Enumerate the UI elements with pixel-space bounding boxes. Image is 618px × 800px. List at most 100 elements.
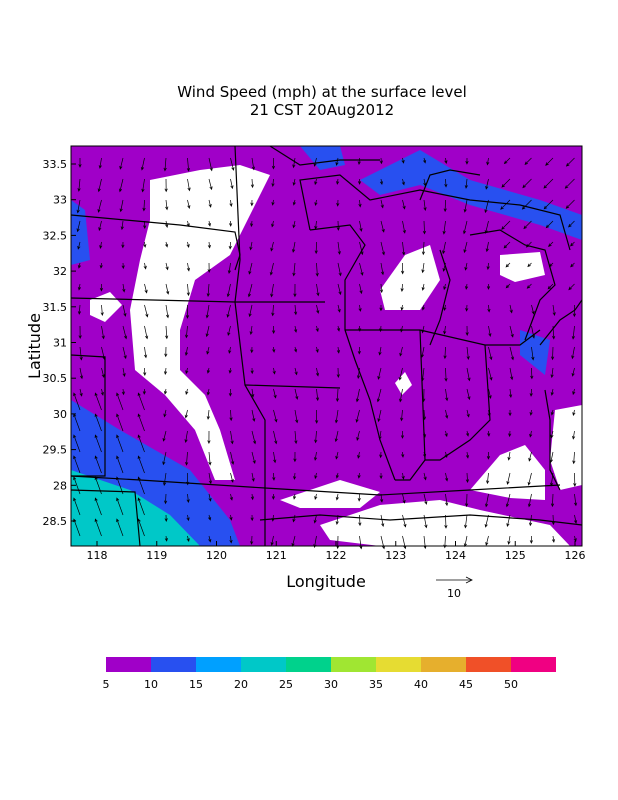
wind-arrow xyxy=(359,220,363,232)
wind-arrow xyxy=(186,262,191,272)
colorbar-label: 35 xyxy=(369,678,383,691)
wind-arrow xyxy=(230,178,234,190)
wind-arrow xyxy=(484,514,489,528)
wind-arrow xyxy=(336,220,340,231)
x-tick-label: 123 xyxy=(385,549,406,562)
wind-arrow xyxy=(527,472,532,486)
wind-arrow xyxy=(205,325,210,338)
wind-arrow xyxy=(272,472,276,481)
wind-arrow xyxy=(292,220,296,229)
wind-arrow xyxy=(78,158,82,168)
wind-arrow xyxy=(186,157,191,172)
wind-arrow xyxy=(207,262,211,273)
wind-arrow xyxy=(94,476,102,495)
wind-arrow xyxy=(316,283,320,297)
wind-arrow xyxy=(503,241,511,249)
wind-arrow xyxy=(357,472,361,479)
wind-arrow xyxy=(116,392,124,411)
wind-arrow xyxy=(140,157,145,171)
wind-arrow xyxy=(313,451,318,461)
wind-arrow xyxy=(465,472,470,484)
wind-arrow xyxy=(101,325,105,340)
wind-arrow xyxy=(423,514,428,529)
reference-vector: 10 xyxy=(436,576,473,600)
wind-arrow xyxy=(399,346,403,357)
wind-arrow xyxy=(423,472,427,481)
wind-arrow xyxy=(250,535,254,545)
wind-arrow xyxy=(485,535,489,546)
wind-arrow xyxy=(271,325,276,334)
wind-arrow xyxy=(250,199,254,207)
wind-arrow xyxy=(571,367,575,377)
wind-arrow xyxy=(137,455,145,474)
wind-arrow xyxy=(380,199,384,209)
wind-arrow xyxy=(358,325,362,332)
wind-arrow xyxy=(463,241,468,254)
wind-arrow xyxy=(379,325,383,333)
wind-arrow xyxy=(251,157,256,171)
wind-arrow xyxy=(486,451,491,460)
wind-arrow xyxy=(501,178,511,188)
wind-arrow xyxy=(79,367,84,380)
wind-arrow xyxy=(229,409,233,422)
colorbar-swatch xyxy=(331,657,376,672)
wind-arrow xyxy=(294,409,299,424)
wind-arrow xyxy=(379,178,384,186)
wind-arrow xyxy=(206,388,210,396)
wind-arrow xyxy=(77,304,82,315)
wind-arrow xyxy=(401,472,405,480)
wind-arrow xyxy=(94,434,102,453)
wind-arrow xyxy=(186,535,190,542)
wind-arrow xyxy=(315,262,319,277)
wind-arrow xyxy=(162,472,167,487)
colorbar-swatch xyxy=(376,657,421,672)
wind-arrow xyxy=(94,518,102,537)
wind-arrow xyxy=(164,493,168,505)
wind-arrow xyxy=(420,346,425,358)
y-tick-label: 30.5 xyxy=(43,372,68,385)
colorbar-swatch xyxy=(241,657,286,672)
wind-arrow xyxy=(525,241,532,248)
wind-arrow xyxy=(208,178,213,191)
wind-arrow xyxy=(564,178,575,189)
wind-arrow xyxy=(229,535,233,544)
wind-arrow xyxy=(379,157,383,165)
wind-arrow xyxy=(184,430,188,444)
wind-arrow xyxy=(357,178,362,185)
wind-arrow xyxy=(545,220,554,229)
wind-arrow xyxy=(552,304,556,317)
plot-frame xyxy=(70,145,583,547)
wind-arrow xyxy=(334,409,339,424)
wind-arrow xyxy=(465,451,470,459)
wind-arrow xyxy=(314,430,318,444)
wind-arrow xyxy=(552,325,556,340)
wind-arrow xyxy=(423,493,428,505)
wind-arrow xyxy=(442,241,446,255)
wind-arrow xyxy=(378,346,382,356)
wind-arrow xyxy=(294,304,298,316)
wind-arrow xyxy=(251,409,256,422)
y-tick-label: 33 xyxy=(53,194,67,207)
wind-arrow xyxy=(336,325,341,332)
wind-arrow xyxy=(163,388,168,395)
wind-arrow xyxy=(315,346,319,353)
wind-arrow xyxy=(400,283,404,292)
wind-arrow xyxy=(401,451,405,458)
wind-arrow xyxy=(337,304,341,313)
wind-arrow xyxy=(379,304,383,312)
wind-arrow xyxy=(423,178,427,187)
wind-arrow xyxy=(359,283,363,295)
wind-arrow xyxy=(488,346,493,361)
wind-arrow xyxy=(271,304,275,317)
wind-arrow xyxy=(335,388,340,403)
wind-arrow xyxy=(464,514,468,529)
wind-arrow xyxy=(292,199,296,206)
wind-arrow xyxy=(487,304,491,313)
wind-arrow xyxy=(314,241,318,255)
wind-arrow xyxy=(444,178,448,188)
wind-arrow xyxy=(500,199,511,210)
wind-arrow xyxy=(551,514,555,526)
wind-arrow xyxy=(570,262,575,268)
wind-arrow xyxy=(186,514,190,522)
field-teal xyxy=(71,470,200,546)
